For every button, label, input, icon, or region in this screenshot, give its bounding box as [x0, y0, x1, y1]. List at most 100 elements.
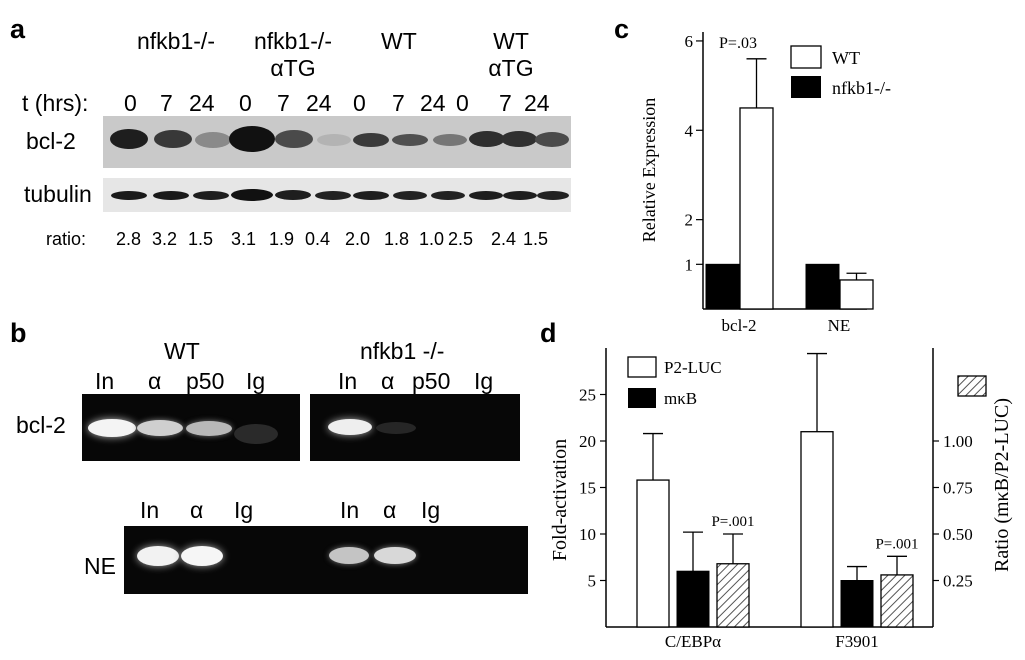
y-tick-label: 4 — [685, 121, 694, 140]
lane-alpha: α — [148, 368, 162, 394]
band — [431, 191, 465, 200]
lane-ig: Ig — [421, 497, 441, 523]
y-tick-label-right: 0.25 — [943, 572, 973, 591]
band — [137, 420, 183, 436]
bar-p2luc — [800, 431, 834, 628]
y-tick-label-right: 0.50 — [943, 525, 973, 544]
panel-a-letter: a — [10, 14, 26, 44]
y-tick-label: 1 — [685, 255, 694, 274]
legend-label: mκB — [664, 389, 697, 408]
ratio-value: 1.9 — [269, 229, 295, 249]
x-tick-label: F3901 — [835, 632, 878, 651]
bar-nfkb1 — [805, 263, 840, 310]
legend-label: nfkb1-/- — [832, 78, 891, 98]
ratio-value: 3.1 — [231, 229, 257, 249]
group-label-3: WT — [381, 28, 417, 54]
band — [181, 546, 223, 566]
x-tick-label: C/EBPα — [665, 632, 721, 651]
time-value: 7 — [160, 90, 173, 116]
time-value: 7 — [277, 90, 290, 116]
lane-alpha: α — [381, 368, 395, 394]
band — [329, 547, 369, 564]
panel-b-letter: b — [10, 318, 27, 348]
chart-c: 1 2 4 6 Relative Expression bcl-2 NE P=.03 WT nfk… — [639, 32, 891, 335]
lane-in: In — [338, 368, 358, 394]
time-value: 0 — [353, 90, 366, 116]
band — [193, 191, 229, 200]
bar-p2luc — [636, 479, 670, 628]
ne-gel — [124, 526, 528, 594]
y-tick-label: 2 — [685, 211, 694, 230]
band — [353, 133, 389, 147]
lane-ig: Ig — [234, 497, 254, 523]
legend-label: WT — [832, 48, 860, 68]
y-tick-label: 25 — [579, 386, 596, 405]
lane-p50: p50 — [412, 368, 451, 394]
y-axis-label-right: Ratio (mκB/P2-LUC) — [991, 398, 1013, 572]
ratio-value: 3.2 — [152, 229, 178, 249]
ratio-value: 1.5 — [523, 229, 549, 249]
wt-bcl2-gel — [82, 394, 300, 461]
band — [315, 191, 351, 200]
time-value: 24 — [420, 90, 446, 116]
bar-wt — [839, 279, 874, 310]
band — [328, 419, 372, 435]
band — [374, 547, 416, 564]
band — [88, 419, 136, 437]
p-value: P=.03 — [719, 35, 757, 52]
lane-in: In — [95, 368, 115, 394]
time-value: 24 — [189, 90, 215, 116]
ratio-value: 1.8 — [384, 229, 410, 249]
y-tick-label: 15 — [579, 479, 596, 498]
bcl2-blot — [103, 116, 571, 168]
legend-swatch-ratio — [957, 375, 987, 397]
band — [537, 191, 569, 200]
p-value: P=.001 — [711, 514, 754, 530]
y-axis-label: Relative Expression — [639, 98, 659, 242]
time-value: 0 — [239, 90, 252, 116]
band — [229, 126, 275, 152]
lane-ig: Ig — [246, 368, 266, 394]
lane-in: In — [140, 497, 160, 523]
ko-title: nfkb1 -/- — [360, 338, 445, 364]
band — [275, 130, 313, 148]
y-tick-label: 5 — [588, 572, 597, 591]
band — [153, 191, 189, 200]
bar-ratio — [880, 574, 914, 628]
band — [503, 191, 537, 200]
wt-title: WT — [164, 338, 200, 364]
ratio-value: 2.4 — [491, 229, 517, 249]
bar-mkb — [840, 580, 874, 628]
band — [469, 191, 503, 200]
panel-c-letter: c — [614, 14, 630, 44]
bcl2-gel-label: bcl-2 — [16, 412, 66, 438]
band — [111, 191, 147, 200]
band — [353, 191, 389, 200]
ratio-value: 1.5 — [188, 229, 214, 249]
time-value: 7 — [392, 90, 405, 116]
legend-swatch-mkb — [628, 388, 656, 408]
time-value: 24 — [524, 90, 550, 116]
band — [469, 131, 505, 147]
y-tick-label-right: 0.75 — [943, 479, 973, 498]
legend-swatch-wt — [790, 45, 822, 69]
x-tick-label: NE — [828, 316, 851, 335]
band — [195, 132, 231, 148]
bar-nfkb1 — [705, 263, 740, 310]
lane-p50: p50 — [186, 368, 225, 394]
legend-swatch-nfkb1 — [791, 76, 821, 98]
band — [275, 190, 311, 200]
ratio-label: ratio: — [46, 229, 87, 249]
lane-in: In — [340, 497, 360, 523]
band — [186, 421, 232, 436]
band — [393, 191, 427, 200]
time-label: t (hrs): — [22, 90, 89, 116]
ratio-value: 2.0 — [345, 229, 371, 249]
band — [376, 422, 416, 434]
band — [317, 134, 351, 146]
tubulin-row-label: tubulin — [24, 181, 92, 207]
y-tick-label: 10 — [579, 525, 596, 544]
band — [231, 189, 273, 201]
band — [392, 134, 428, 146]
group-label-2: nfkb1-/- αTG — [254, 28, 332, 81]
